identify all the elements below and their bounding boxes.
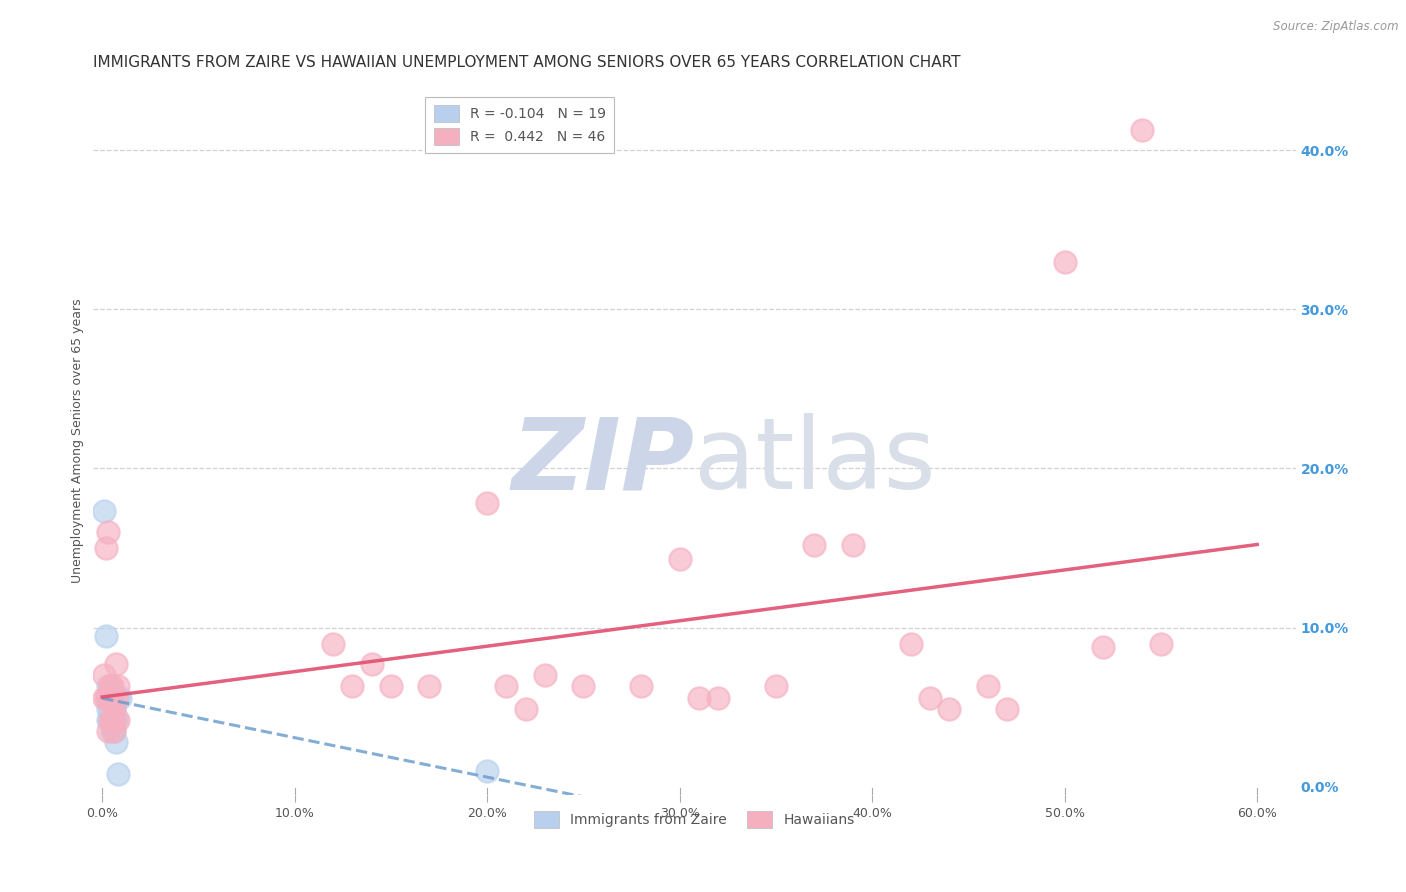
Point: [103, 702, 125, 716]
Point: [900, 636, 922, 650]
Y-axis label: Unemployment Among Seniors over 65 years: Unemployment Among Seniors over 65 years: [72, 298, 84, 583]
Point: [976, 680, 998, 694]
Point: [101, 713, 124, 727]
Point: [534, 668, 557, 682]
Point: [103, 702, 125, 716]
Point: [418, 680, 440, 694]
Point: [98, 713, 121, 727]
Point: [342, 680, 364, 694]
Point: [630, 680, 652, 694]
Point: [97, 525, 120, 540]
Point: [765, 680, 787, 694]
Point: [103, 724, 125, 739]
Point: [380, 680, 402, 694]
Text: Source: ZipAtlas.com: Source: ZipAtlas.com: [1274, 20, 1399, 33]
Point: [495, 680, 517, 694]
Point: [104, 690, 127, 705]
Point: [104, 735, 127, 749]
Point: [104, 657, 127, 672]
Point: [93, 504, 115, 518]
Point: [97, 724, 120, 739]
Point: [107, 680, 129, 694]
Point: [98, 680, 121, 694]
Point: [1092, 640, 1115, 654]
Point: [101, 690, 124, 705]
Text: atlas: atlas: [695, 413, 936, 510]
Point: [101, 713, 124, 727]
Point: [94, 541, 117, 555]
Point: [93, 690, 115, 705]
Point: [97, 690, 120, 705]
Point: [1053, 254, 1076, 268]
Point: [107, 767, 129, 781]
Legend: Immigrants from Zaire, Hawaiians: Immigrants from Zaire, Hawaiians: [529, 805, 860, 834]
Point: [1130, 122, 1153, 136]
Point: [97, 713, 120, 727]
Point: [97, 690, 120, 705]
Point: [101, 680, 124, 694]
Point: [103, 724, 125, 739]
Point: [98, 702, 121, 716]
Point: [688, 690, 710, 705]
Point: [938, 702, 960, 716]
Point: [477, 496, 499, 510]
Point: [101, 724, 124, 739]
Point: [107, 690, 129, 705]
Point: [707, 690, 730, 705]
Point: [94, 690, 117, 705]
Point: [668, 552, 690, 566]
Text: IMMIGRANTS FROM ZAIRE VS HAWAIIAN UNEMPLOYMENT AMONG SENIORS OVER 65 YEARS CORRE: IMMIGRANTS FROM ZAIRE VS HAWAIIAN UNEMPL…: [93, 55, 960, 70]
Point: [97, 702, 120, 716]
Point: [98, 690, 121, 705]
Point: [94, 629, 117, 643]
Point: [103, 713, 125, 727]
Point: [1150, 636, 1173, 650]
Point: [477, 764, 499, 778]
Text: ZIP: ZIP: [512, 413, 695, 510]
Point: [98, 690, 121, 705]
Point: [515, 702, 537, 716]
Point: [97, 680, 120, 694]
Point: [98, 713, 121, 727]
Point: [842, 538, 865, 552]
Point: [360, 657, 382, 672]
Point: [93, 668, 115, 682]
Point: [918, 690, 941, 705]
Point: [572, 680, 595, 694]
Point: [995, 702, 1018, 716]
Point: [322, 636, 344, 650]
Point: [108, 690, 131, 705]
Point: [104, 713, 127, 727]
Point: [803, 538, 825, 552]
Point: [107, 713, 129, 727]
